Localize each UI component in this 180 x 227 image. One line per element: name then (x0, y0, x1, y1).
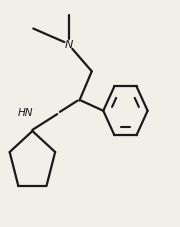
Text: HN: HN (18, 107, 33, 117)
Text: N: N (65, 40, 73, 50)
